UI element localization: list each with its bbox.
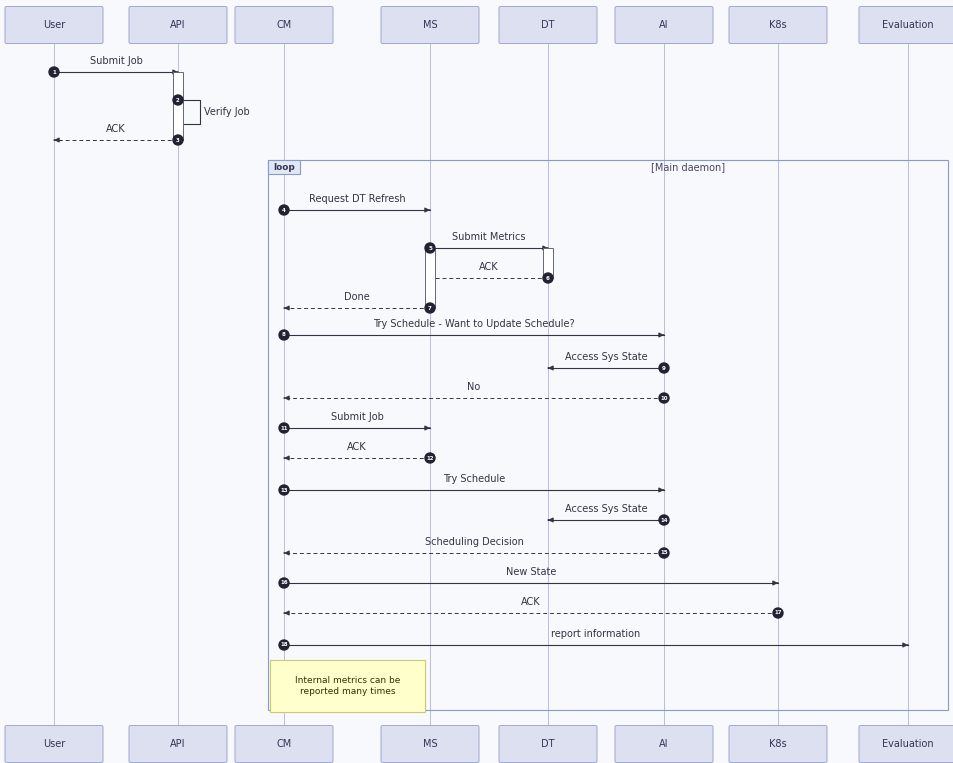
FancyBboxPatch shape <box>380 726 478 762</box>
Bar <box>172 72 183 140</box>
Text: Evaluation: Evaluation <box>882 739 933 749</box>
Text: Try Schedule: Try Schedule <box>442 474 504 484</box>
Circle shape <box>659 548 668 558</box>
Text: Evaluation: Evaluation <box>882 20 933 30</box>
Bar <box>542 248 553 278</box>
Circle shape <box>659 363 668 373</box>
Text: AI: AI <box>659 20 668 30</box>
Text: New State: New State <box>505 567 556 577</box>
Bar <box>268 160 947 710</box>
Bar <box>424 248 435 308</box>
Text: 6: 6 <box>545 275 549 281</box>
Text: MS: MS <box>422 20 436 30</box>
Text: 15: 15 <box>659 550 667 555</box>
Text: 3: 3 <box>176 137 180 143</box>
Text: 4: 4 <box>282 208 286 213</box>
Text: report information: report information <box>551 629 640 639</box>
FancyBboxPatch shape <box>728 7 826 43</box>
FancyBboxPatch shape <box>858 726 953 762</box>
Text: ACK: ACK <box>520 597 540 607</box>
Text: Access Sys State: Access Sys State <box>564 352 647 362</box>
Circle shape <box>172 135 183 145</box>
Text: No: No <box>467 382 480 392</box>
Circle shape <box>278 485 289 495</box>
FancyBboxPatch shape <box>498 7 597 43</box>
Text: User: User <box>43 739 65 749</box>
Circle shape <box>772 608 782 618</box>
Text: 12: 12 <box>426 456 434 461</box>
Text: 5: 5 <box>428 246 432 250</box>
Text: 14: 14 <box>659 517 667 523</box>
Text: API: API <box>170 20 186 30</box>
Text: 13: 13 <box>280 488 288 492</box>
Text: Access Sys State: Access Sys State <box>564 504 647 514</box>
Text: ACK: ACK <box>106 124 126 134</box>
FancyBboxPatch shape <box>234 726 333 762</box>
Text: User: User <box>43 20 65 30</box>
FancyBboxPatch shape <box>5 7 103 43</box>
Text: API: API <box>170 739 186 749</box>
Text: 18: 18 <box>280 642 288 648</box>
Text: Try Schedule - Want to Update Schedule?: Try Schedule - Want to Update Schedule? <box>373 319 575 329</box>
Circle shape <box>278 205 289 215</box>
Text: 16: 16 <box>280 581 288 585</box>
Text: 11: 11 <box>280 426 288 430</box>
Text: Scheduling Decision: Scheduling Decision <box>424 537 523 547</box>
Bar <box>268 160 299 174</box>
Text: Done: Done <box>344 292 370 302</box>
Text: 7: 7 <box>428 305 432 311</box>
Text: 2: 2 <box>176 98 180 102</box>
Text: Submit Metrics: Submit Metrics <box>452 232 525 242</box>
Circle shape <box>542 273 553 283</box>
Circle shape <box>659 515 668 525</box>
Circle shape <box>278 423 289 433</box>
Text: Request DT Refresh: Request DT Refresh <box>309 194 405 204</box>
FancyBboxPatch shape <box>129 726 227 762</box>
Circle shape <box>659 393 668 403</box>
Text: [Main daemon]: [Main daemon] <box>650 162 724 172</box>
FancyBboxPatch shape <box>498 726 597 762</box>
Text: 1: 1 <box>52 69 56 75</box>
Bar <box>270 660 424 712</box>
Text: 17: 17 <box>774 610 781 616</box>
Text: ACK: ACK <box>347 442 366 452</box>
FancyBboxPatch shape <box>5 726 103 762</box>
FancyBboxPatch shape <box>129 7 227 43</box>
Text: K8s: K8s <box>768 739 786 749</box>
Circle shape <box>278 578 289 588</box>
Text: AI: AI <box>659 739 668 749</box>
FancyBboxPatch shape <box>858 7 953 43</box>
Text: CM: CM <box>276 20 292 30</box>
Text: loop: loop <box>273 163 294 172</box>
FancyBboxPatch shape <box>615 7 712 43</box>
Circle shape <box>424 303 435 313</box>
Text: DT: DT <box>540 20 554 30</box>
Text: Internal metrics can be
reported many times: Internal metrics can be reported many ti… <box>294 676 399 696</box>
Text: 8: 8 <box>282 333 286 337</box>
Text: MS: MS <box>422 739 436 749</box>
Text: DT: DT <box>540 739 554 749</box>
FancyBboxPatch shape <box>728 726 826 762</box>
Circle shape <box>172 95 183 105</box>
Text: K8s: K8s <box>768 20 786 30</box>
Circle shape <box>278 640 289 650</box>
Text: Verify Job: Verify Job <box>204 107 250 117</box>
FancyBboxPatch shape <box>380 7 478 43</box>
FancyBboxPatch shape <box>615 726 712 762</box>
Circle shape <box>424 453 435 463</box>
FancyBboxPatch shape <box>234 7 333 43</box>
Circle shape <box>278 330 289 340</box>
Text: 9: 9 <box>661 365 665 371</box>
Text: Submit Job: Submit Job <box>331 412 383 422</box>
Text: 10: 10 <box>659 395 667 401</box>
Circle shape <box>424 243 435 253</box>
Text: CM: CM <box>276 739 292 749</box>
Text: ACK: ACK <box>478 262 498 272</box>
Circle shape <box>49 67 59 77</box>
Text: Submit Job: Submit Job <box>90 56 142 66</box>
